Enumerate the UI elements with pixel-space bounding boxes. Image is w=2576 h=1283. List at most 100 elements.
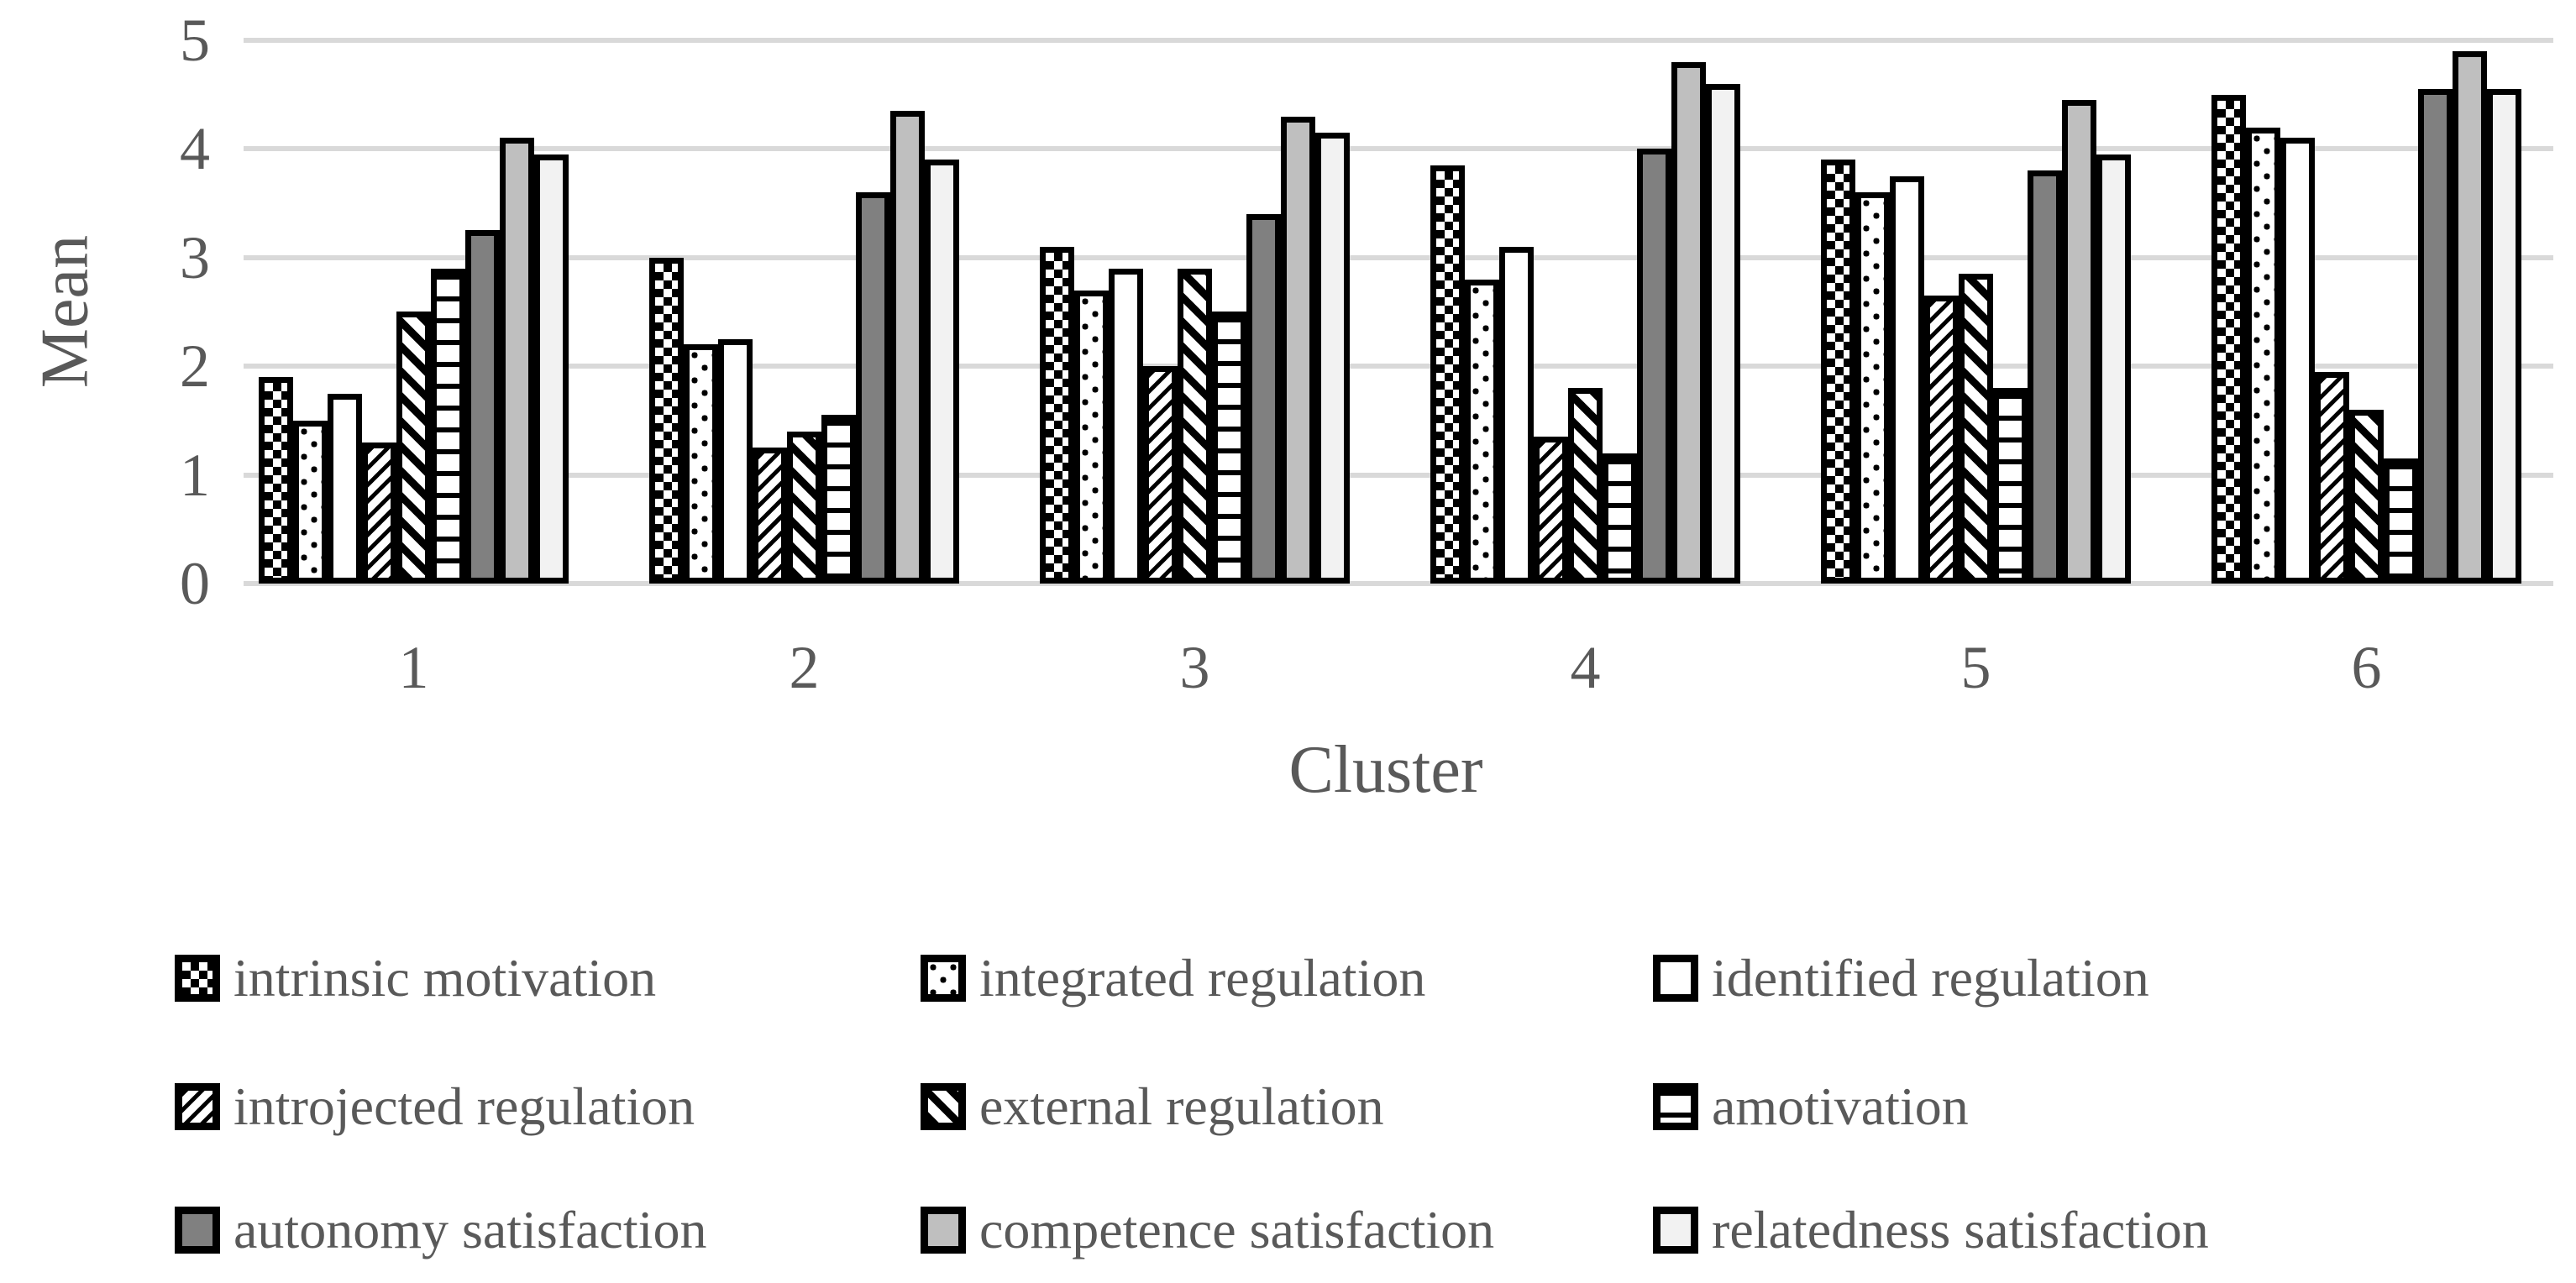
legend-item-label: competence satisfaction [979,1200,1495,1259]
gridline [244,581,2553,586]
legend-item-label: relatedness satisfaction [1712,1200,2209,1259]
bar-amotivation-cluster-4 [1603,453,1637,584]
bar-relatedness-satisfaction-cluster-6 [2487,89,2521,584]
bar-relatedness-satisfaction-cluster-5 [2096,154,2131,584]
legend-item-integrated-regulation: integrated regulation [921,943,1425,1013]
legend-item-external-regulation: external regulation [921,1071,1384,1142]
bar-autonomy-satisfaction-cluster-2 [856,192,890,584]
bar-integrated-regulation-cluster-2 [684,344,718,584]
bar-autonomy-satisfaction-cluster-4 [1637,149,1671,584]
legend-item-identified-regulation: identified regulation [1653,943,2149,1013]
bar-intrinsic-motivation-cluster-3 [1040,247,1074,584]
bar-integrated-regulation-cluster-3 [1074,291,1109,584]
bar-autonomy-satisfaction-cluster-5 [2028,170,2062,584]
gridline [244,473,2553,478]
legend-item-intrinsic-motivation: intrinsic motivation [175,943,656,1013]
bar-competence-satisfaction-cluster-1 [500,138,534,584]
bar-introjected-regulation-cluster-1 [362,443,396,584]
bar-external-regulation-cluster-1 [396,312,431,584]
bar-competence-satisfaction-cluster-4 [1671,62,1706,584]
x-tick-label: 3 [1179,634,1210,701]
bar-amotivation-cluster-3 [1212,312,1246,584]
relatedness-satisfaction-swatch-icon [1653,1207,1698,1254]
legend-item-introjected-regulation: introjected regulation [175,1071,695,1142]
bar-introjected-regulation-cluster-6 [2315,372,2349,584]
x-tick-label: 4 [1570,634,1601,701]
bar-amotivation-cluster-1 [431,269,465,584]
bar-intrinsic-motivation-cluster-5 [1821,160,1855,584]
gridline [244,146,2553,151]
bar-relatedness-satisfaction-cluster-4 [1706,84,1740,584]
bar-external-regulation-cluster-3 [1178,269,1212,584]
legend-item-label: amotivation [1712,1076,1969,1136]
bar-external-regulation-cluster-4 [1568,388,1603,584]
x-tick-label: 5 [1960,634,1991,701]
bar-identified-regulation-cluster-4 [1499,247,1534,584]
bar-intrinsic-motivation-cluster-6 [2211,95,2246,584]
bar-intrinsic-motivation-cluster-1 [259,377,293,584]
gridline [244,38,2553,43]
legend-item-label: identified regulation [1712,948,2149,1008]
bar-external-regulation-cluster-5 [1959,274,1993,584]
legend-item-label: introjected regulation [233,1076,695,1136]
bar-autonomy-satisfaction-cluster-6 [2418,89,2453,584]
x-tick-label: 6 [2351,634,2382,701]
autonomy-satisfaction-swatch-icon [175,1207,220,1254]
bar-introjected-regulation-cluster-5 [1924,296,1959,584]
bar-introjected-regulation-cluster-2 [753,448,787,584]
gridline [244,255,2553,260]
intrinsic-motivation-swatch-icon [175,955,220,1002]
y-tick-label: 1 [180,442,210,509]
bar-competence-satisfaction-cluster-5 [2062,100,2096,584]
legend-item-amotivation: amotivation [1653,1071,1969,1142]
bar-identified-regulation-cluster-1 [328,394,362,584]
bar-relatedness-satisfaction-cluster-2 [925,160,959,584]
legend-item-label: intrinsic motivation [233,948,657,1008]
external-regulation-swatch-icon [921,1083,966,1130]
bar-external-regulation-cluster-6 [2349,410,2384,584]
legend-item-autonomy-satisfaction: autonomy satisfaction [175,1195,706,1265]
bar-intrinsic-motivation-cluster-4 [1430,165,1465,584]
bar-relatedness-satisfaction-cluster-1 [534,154,569,584]
y-tick-label: 4 [180,115,210,182]
bar-intrinsic-motivation-cluster-2 [649,258,684,584]
bar-identified-regulation-cluster-2 [718,339,753,584]
introjected-regulation-swatch-icon [175,1083,220,1130]
bar-integrated-regulation-cluster-4 [1465,280,1499,584]
bar-external-regulation-cluster-2 [787,432,821,584]
y-tick-label: 5 [180,7,210,74]
bar-identified-regulation-cluster-6 [2280,138,2315,584]
bar-autonomy-satisfaction-cluster-1 [465,230,500,584]
bar-amotivation-cluster-6 [2384,458,2418,584]
identified-regulation-swatch-icon [1653,955,1698,1002]
x-axis-title: Cluster [1288,733,1483,807]
bar-competence-satisfaction-cluster-2 [890,111,925,584]
legend-item-label: integrated regulation [979,948,1426,1008]
bar-integrated-regulation-cluster-1 [293,421,328,584]
x-tick-label: 1 [398,634,429,701]
bar-integrated-regulation-cluster-5 [1855,192,1890,584]
y-axis-title: Mean [28,234,102,389]
legend-item-relatedness-satisfaction: relatedness satisfaction [1653,1195,2209,1265]
y-tick-label: 2 [180,333,210,400]
competence-satisfaction-swatch-icon [921,1207,966,1254]
x-tick-label: 2 [789,634,820,701]
bar-identified-regulation-cluster-5 [1890,176,1924,584]
integrated-regulation-swatch-icon [921,955,966,1002]
amotivation-swatch-icon [1653,1083,1698,1130]
legend-item-label: external regulation [979,1076,1384,1136]
legend-item-competence-satisfaction: competence satisfaction [921,1195,1494,1265]
bar-competence-satisfaction-cluster-6 [2453,51,2487,584]
bar-amotivation-cluster-2 [821,415,856,584]
bar-integrated-regulation-cluster-6 [2246,128,2280,584]
bar-introjected-regulation-cluster-3 [1143,366,1178,584]
bar-introjected-regulation-cluster-4 [1534,437,1568,584]
y-tick-label: 3 [180,224,210,291]
bar-relatedness-satisfaction-cluster-3 [1315,133,1350,584]
bar-amotivation-cluster-5 [1993,388,2028,584]
bar-identified-regulation-cluster-3 [1109,269,1143,584]
bar-competence-satisfaction-cluster-3 [1281,117,1315,584]
legend-item-label: autonomy satisfaction [233,1200,707,1259]
bar-autonomy-satisfaction-cluster-3 [1246,214,1281,584]
